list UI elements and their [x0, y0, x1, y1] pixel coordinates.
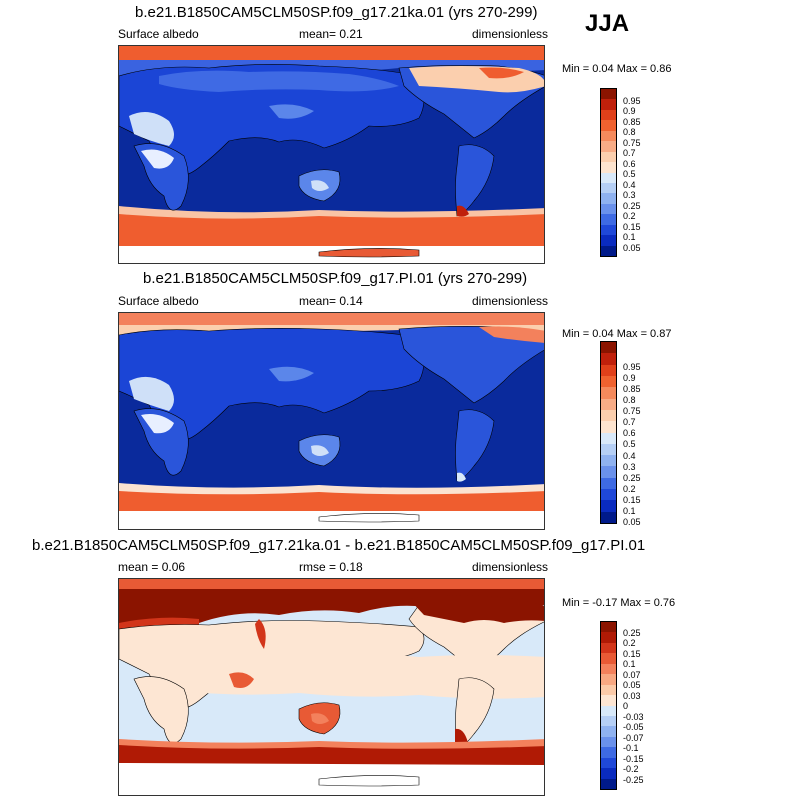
panel-1-map: [118, 45, 545, 264]
panel-1-tick: 0.7: [623, 148, 636, 158]
panel-3-tick: 0: [623, 701, 629, 711]
panel-2-tick: 0.5: [623, 439, 636, 449]
panel-2-minmax: Min = 0.04 Max = 0.87: [562, 328, 672, 340]
panel-2-tick: 0.3: [623, 462, 636, 472]
panel-2-units-label: dimensionless: [472, 294, 549, 308]
panel-2-tick: 0.1: [623, 506, 636, 516]
panel-3-tick: -0.2: [623, 764, 639, 774]
panel-2-tick: 0.4: [623, 451, 636, 461]
panel-1-variable-label: Surface albedo: [118, 27, 199, 41]
panel-3-minmax: Min = -0.17 Max = 0.76: [562, 597, 676, 609]
panel-1-tick: 0.25: [623, 201, 641, 211]
panel-2-tick: 0.75: [623, 406, 641, 416]
panel-1-tick: 0.5: [623, 169, 636, 179]
panel-3-map: [118, 578, 545, 796]
panel-1-tick: 0.8: [623, 127, 636, 137]
panel-2-tick: 0.9: [623, 373, 636, 383]
panel-1-map-svg: [119, 46, 544, 263]
panel-3-tick: 0.07: [623, 670, 641, 680]
panel-1-tick: 0.3: [623, 190, 636, 200]
panel-2-colorbar: [600, 341, 617, 524]
panel-1-tick: 0.2: [623, 211, 636, 221]
panel-1-tick: 0.95: [623, 96, 641, 106]
panel-3-colorbar: [600, 621, 617, 790]
panel-3-mean-label: mean = 0.06: [118, 560, 186, 574]
panel-3-units-label: dimensionless: [472, 560, 549, 574]
panel-2-tick: 0.6: [623, 428, 636, 438]
panel-3-tick: 0.05: [623, 680, 641, 690]
panel-1-tick: 0.4: [623, 180, 636, 190]
panel-3-tick: -0.15: [623, 754, 644, 764]
panel-2-map-svg: [119, 313, 544, 529]
panel-3-tick: 0.15: [623, 649, 641, 659]
panel-1-units-label: dimensionless: [472, 27, 549, 41]
panel-2-tick: 0.25: [623, 473, 641, 483]
panel-2-tick: 0.2: [623, 484, 636, 494]
panel-2-tick: 0.85: [623, 384, 641, 394]
panel-2-mean-label: mean= 0.14: [299, 294, 363, 308]
panel-2-variable-label: Surface albedo: [118, 294, 199, 308]
panel-2-tick: 0.15: [623, 495, 641, 505]
panel-3-tick: 0.03: [623, 691, 641, 701]
panel-3-tick: -0.25: [623, 775, 644, 785]
panel-2-title: b.e21.B1850CAM5CLM50SP.f09_g17.PI.01 (yr…: [143, 270, 528, 287]
panel-2-tick: 0.05: [623, 517, 641, 527]
panel-2-tick: 0.95: [623, 362, 641, 372]
panel-3-tick: -0.05: [623, 722, 644, 732]
panel-1-minmax: Min = 0.04 Max = 0.86: [562, 63, 672, 75]
panel-3-tick: -0.03: [623, 712, 644, 722]
panel-3-tick: -0.07: [623, 733, 644, 743]
panel-1-tick: 0.85: [623, 117, 641, 127]
panel-3-tick: 0.2: [623, 638, 636, 648]
panel-2-tick: 0.7: [623, 417, 636, 427]
panel-3-map-svg: [119, 579, 544, 795]
panel-1-tick: 0.75: [623, 138, 641, 148]
panel-1-tick: 0.1: [623, 232, 636, 242]
panel-2-map: [118, 312, 545, 530]
panel-1-tick: 0.15: [623, 222, 641, 232]
season-label: JJA: [585, 10, 630, 37]
panel-1-tick: 0.05: [623, 243, 641, 253]
panel-3-rmse-label: rmse = 0.18: [299, 560, 363, 574]
panel-3-tick: 0.25: [623, 628, 641, 638]
panel-1-colorbar: [600, 88, 617, 257]
panel-3-tick: 0.1: [623, 659, 636, 669]
panel-1-tick: 0.6: [623, 159, 636, 169]
panel-1-tick: 0.9: [623, 106, 636, 116]
panel-3-tick: -0.1: [623, 743, 639, 753]
panel-2-tick: 0.8: [623, 395, 636, 405]
panel-1-title: b.e21.B1850CAM5CLM50SP.f09_g17.21ka.01 (…: [135, 4, 538, 21]
panel-3-title: b.e21.B1850CAM5CLM50SP.f09_g17.21ka.01 -…: [32, 537, 646, 554]
panel-1-mean-label: mean= 0.21: [299, 27, 363, 41]
